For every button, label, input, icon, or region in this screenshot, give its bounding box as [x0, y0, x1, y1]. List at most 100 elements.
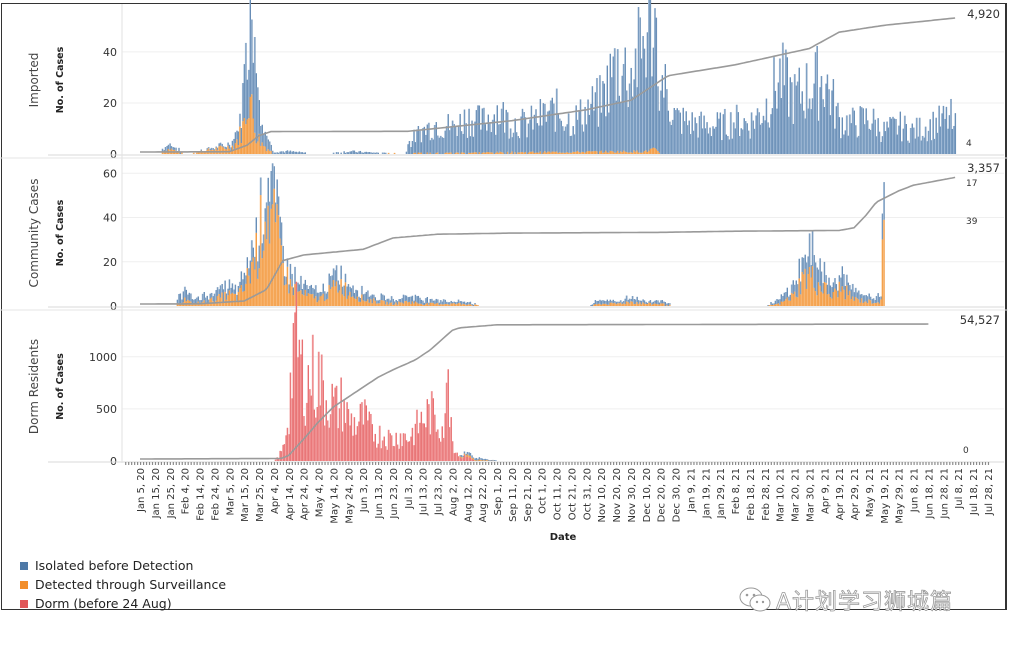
bar-isolated-edge — [888, 127, 890, 154]
bar-isolated — [250, 19, 253, 95]
bar-surveillance — [332, 280, 335, 306]
bar-isolated-edge — [617, 49, 619, 151]
x-minor-tick — [327, 462, 329, 465]
bar-isolated — [603, 300, 605, 304]
bar-isolated-edge — [346, 286, 348, 299]
x-minor-tick — [154, 462, 157, 465]
bar-surveillance — [642, 152, 644, 154]
bar-isolated-edge — [357, 290, 359, 297]
x-minor-tick — [437, 462, 439, 465]
bar-isolated — [344, 152, 347, 154]
bar-isolated-edge — [590, 305, 592, 306]
bar-isolated-edge — [778, 299, 780, 304]
bar-isolated — [774, 90, 776, 154]
bar-surveillance-edge — [562, 152, 564, 154]
bar-dorm — [288, 434, 290, 461]
bar-surveillance-edge — [470, 152, 472, 154]
bar-surveillance — [778, 304, 781, 306]
bar-surveillance — [413, 152, 415, 154]
bar-surveillance — [268, 150, 271, 154]
bar-isolated — [811, 98, 814, 154]
bar-isolated-edge — [668, 303, 669, 306]
x-minor-tick — [366, 462, 368, 465]
bar-isolated-edge — [248, 69, 250, 119]
bar-surveillance-edge — [535, 152, 537, 154]
bar-isolated-edge — [433, 139, 434, 154]
bar-surveillance — [558, 152, 561, 154]
bar-isolated — [198, 300, 201, 304]
bar-surveillance — [520, 152, 522, 154]
x-minor-tick — [485, 462, 487, 465]
bar-surveillance — [213, 302, 216, 306]
bar-isolated-edge — [213, 296, 214, 302]
bar-isolated — [765, 98, 767, 154]
bar-isolated-edge — [457, 301, 458, 304]
bar-isolated — [729, 112, 732, 154]
bar-dorm — [311, 334, 314, 461]
bar-isolated — [874, 119, 876, 154]
bar-surveillance — [273, 188, 275, 306]
bar-isolated-edge — [403, 294, 405, 304]
bar-isolated-edge — [642, 299, 644, 303]
x-minor-tick — [764, 462, 766, 465]
bar-isolated-edge — [314, 289, 315, 299]
bar-isolated — [518, 138, 521, 153]
bar-isolated — [215, 146, 217, 148]
bar-surveillance — [645, 150, 647, 154]
bar-surveillance — [636, 150, 638, 154]
bar-isolated — [865, 295, 867, 302]
bar-surveillance-edge — [625, 151, 626, 154]
bar-surveillance — [396, 304, 399, 306]
bar-surveillance — [387, 304, 390, 306]
bar-surveillance — [310, 294, 312, 306]
bar-dorm-edge — [296, 281, 298, 461]
bar-surveillance — [343, 296, 345, 306]
bar-surveillance — [841, 286, 843, 306]
bar-surveillance-edge — [283, 262, 284, 306]
bar-isolated — [625, 295, 628, 302]
bar-isolated — [844, 286, 846, 300]
x-tick-label: Jun 3, 20 — [359, 468, 370, 513]
bar-surveillance-edge — [512, 151, 513, 154]
bar-isolated — [346, 286, 348, 299]
bar-isolated-edge — [915, 138, 916, 154]
bar-isolated-edge — [421, 142, 423, 153]
bar-surveillance — [636, 302, 638, 306]
bar-isolated-edge — [528, 123, 530, 153]
bar-isolated-edge — [281, 222, 283, 246]
bar-isolated-edge — [451, 300, 452, 304]
bar-isolated-edge — [744, 118, 745, 154]
bar-isolated-edge — [440, 300, 442, 305]
bar-isolated-edge — [220, 285, 222, 298]
bar-isolated — [374, 152, 376, 154]
bar-surveillance — [289, 279, 291, 306]
bar-isolated — [456, 136, 458, 153]
bar-isolated — [329, 276, 332, 290]
bar-surveillance — [839, 291, 842, 306]
x-minor-tick — [967, 462, 969, 465]
bar-isolated — [491, 459, 494, 461]
bar-isolated — [792, 123, 794, 154]
bar-isolated — [301, 152, 303, 154]
bar-surveillance-edge — [269, 150, 271, 154]
x-minor-tick — [755, 462, 758, 465]
bar-isolated-edge — [223, 146, 225, 148]
bar-surveillance — [811, 266, 814, 306]
bar-surveillance-edge — [599, 303, 601, 306]
bar-surveillance-edge — [306, 296, 308, 306]
bar-isolated-edge — [808, 108, 809, 154]
bar-isolated — [778, 299, 781, 305]
x-tick-label: Jan 25, 20 — [166, 468, 177, 519]
bar-isolated — [549, 100, 552, 153]
bar-surveillance-edge — [397, 304, 399, 306]
bar-dorm-edge — [403, 433, 405, 461]
bar-isolated — [918, 117, 921, 154]
bar-surveillance — [616, 303, 619, 306]
bar-isolated-edge — [268, 177, 269, 206]
bar-isolated — [814, 52, 817, 154]
bar-dorm — [383, 436, 385, 461]
x-minor-tick — [535, 462, 537, 465]
bar-surveillance-edge — [544, 151, 546, 154]
bar-surveillance-edge — [460, 303, 461, 306]
bar-dorm — [304, 425, 306, 461]
